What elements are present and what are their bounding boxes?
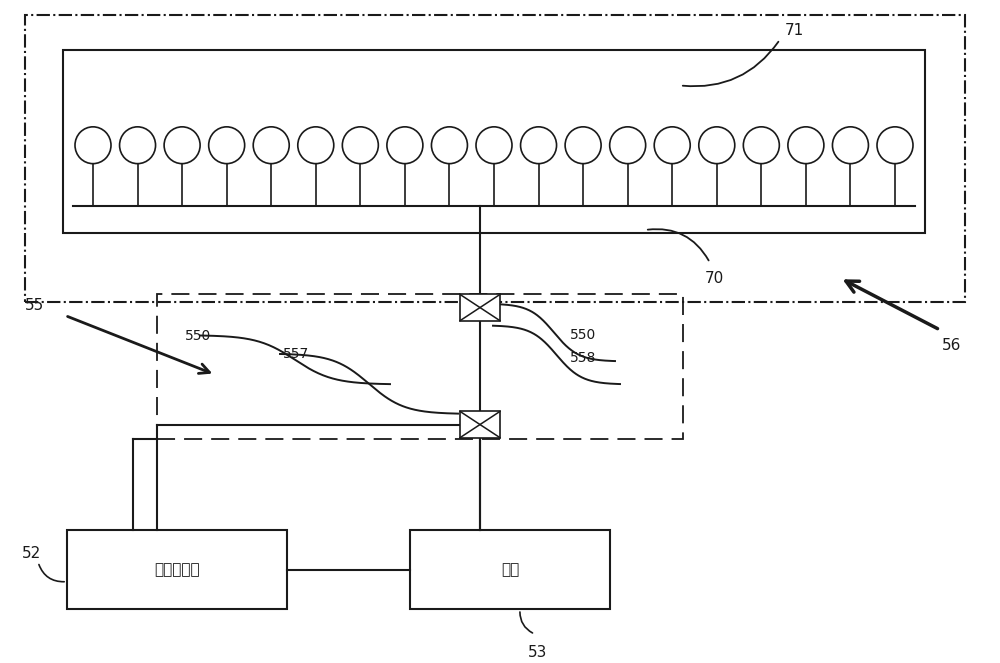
Ellipse shape	[253, 127, 289, 164]
Ellipse shape	[654, 127, 690, 164]
Ellipse shape	[788, 127, 824, 164]
Ellipse shape	[565, 127, 601, 164]
Text: 557: 557	[283, 347, 309, 361]
Text: 溶液混合笱: 溶液混合笱	[154, 562, 200, 577]
Bar	[63, 50, 925, 233]
Bar	[157, 294, 683, 439]
Bar	[67, 530, 287, 609]
Text: 56: 56	[942, 338, 961, 353]
Bar	[460, 294, 500, 321]
Bar	[25, 15, 965, 302]
Bar	[460, 412, 500, 438]
Ellipse shape	[743, 127, 779, 164]
Text: 52: 52	[22, 546, 41, 561]
Text: 550: 550	[185, 330, 211, 343]
Text: 55: 55	[25, 298, 44, 313]
Ellipse shape	[164, 127, 200, 164]
Ellipse shape	[476, 127, 512, 164]
Ellipse shape	[120, 127, 156, 164]
Bar	[410, 530, 610, 609]
Ellipse shape	[298, 127, 334, 164]
Text: 53: 53	[528, 645, 547, 660]
Ellipse shape	[610, 127, 646, 164]
Ellipse shape	[209, 127, 245, 164]
Ellipse shape	[877, 127, 913, 164]
Text: 液泵: 液泵	[501, 562, 519, 577]
Text: 558: 558	[570, 351, 596, 365]
Ellipse shape	[832, 127, 868, 164]
Ellipse shape	[342, 127, 378, 164]
Ellipse shape	[387, 127, 423, 164]
Ellipse shape	[431, 127, 467, 164]
Text: 70: 70	[705, 271, 724, 286]
Text: 71: 71	[785, 23, 804, 38]
Ellipse shape	[75, 127, 111, 164]
Ellipse shape	[699, 127, 735, 164]
Ellipse shape	[521, 127, 557, 164]
Text: 550: 550	[570, 328, 596, 342]
